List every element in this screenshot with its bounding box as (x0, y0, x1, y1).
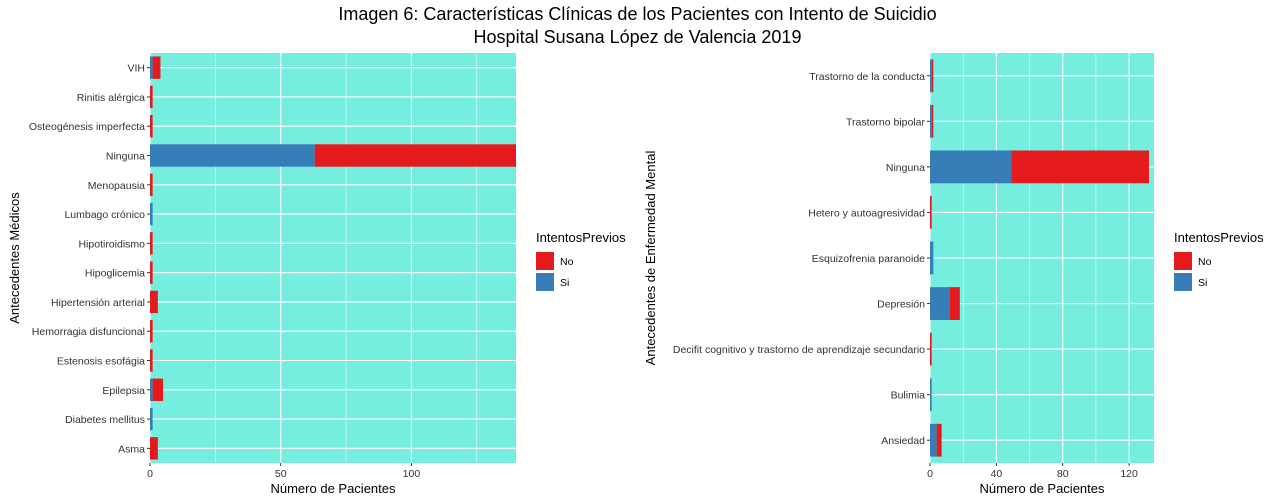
bar-si (150, 144, 315, 167)
bar-no (152, 378, 164, 401)
y-tick-label: VIH (127, 63, 145, 75)
bar-si (150, 56, 153, 79)
y-tick-label: Hipotiroidismo (78, 238, 145, 250)
bar-si (930, 104, 932, 138)
legend-label-no: No (560, 256, 574, 268)
y-axis-title: Antecedentes de Enfermedad Mental (643, 151, 658, 366)
y-tick-label: Lumbago crónico (64, 209, 145, 221)
bar-no (150, 232, 153, 255)
y-tick-label: Menopausia (88, 180, 145, 192)
bar-si (150, 378, 153, 401)
y-tick-label: Epilepsia (102, 385, 145, 397)
y-tick-label: Hemorragia disfuncional (32, 326, 145, 338)
bar-si (930, 287, 950, 320)
y-tick-label: Depresión (877, 299, 925, 311)
y-tick-label: Rinitis alérgica (77, 92, 145, 104)
x-axis-title: Número de Pacientes (270, 481, 396, 496)
legend-key-si (1174, 273, 1192, 291)
y-tick-label: Hipoglicemia (85, 268, 145, 280)
bar-si (930, 241, 934, 275)
bar-no (150, 85, 153, 109)
x-tick-label: 100 (403, 468, 421, 480)
x-axis-title: Número de Pacientes (979, 481, 1105, 496)
bar-no (150, 173, 153, 196)
bar-si (930, 378, 932, 412)
y-tick-label: Ansiedad (881, 435, 925, 447)
bar-si (150, 202, 153, 226)
legend-key-no (1174, 252, 1192, 270)
y-tick-label: Hipertensión arterial (51, 297, 145, 309)
y-axis-title: Antecedentes Médicos (7, 192, 22, 324)
bar-no (150, 437, 158, 460)
y-tick-label: Trastorno de la conducta (809, 71, 925, 83)
y-tick-label: Esquizofrenia paranoide (812, 253, 925, 265)
bar-si (930, 150, 1012, 184)
bar-no (949, 287, 960, 320)
bar-no (930, 196, 932, 229)
x-tick-label: 0 (927, 468, 933, 480)
bar-no (150, 320, 153, 343)
legend-title: IntentosPrevios (1174, 230, 1264, 245)
bar-no (931, 59, 934, 93)
bar-si (930, 59, 932, 93)
bar-no (930, 332, 932, 366)
x-tick-label: 50 (275, 468, 287, 480)
x-tick-label: 120 (1120, 468, 1138, 480)
bar-si (930, 423, 937, 457)
y-tick-label: Osteogénesis imperfecta (29, 121, 145, 133)
y-tick-label: Ninguna (106, 151, 145, 163)
y-tick-label: Asma (118, 443, 145, 455)
y-tick-label: Decifit cognitivo y trastorno de aprendi… (673, 344, 925, 356)
bar-no (150, 290, 158, 314)
y-tick-label: Hetero y autoagresividad (808, 207, 925, 219)
x-tick-label: 80 (1057, 468, 1069, 480)
bar-si (150, 407, 153, 431)
bar-no (936, 423, 942, 457)
chart-subtitle: Hospital Susana López de Valencia 2019 (473, 27, 802, 47)
y-tick-label: Diabetes mellitus (65, 414, 145, 426)
bar-no (152, 56, 161, 79)
bar-no (931, 104, 934, 138)
y-tick-label: Bulimia (891, 390, 926, 402)
y-tick-label: Trastorno bipolar (846, 116, 925, 128)
legend-title: IntentosPrevios (536, 230, 626, 245)
bar-no (314, 144, 516, 167)
legend-key-no (536, 252, 554, 270)
bar-no (150, 115, 153, 138)
x-tick-label: 0 (147, 468, 153, 480)
legend-label-si: Si (1198, 277, 1207, 289)
bar-no (150, 349, 153, 372)
x-tick-label: 40 (991, 468, 1003, 480)
plot-panel (150, 53, 516, 463)
legend-label-si: Si (560, 277, 569, 289)
bar-no (1011, 150, 1150, 184)
bar-no (150, 261, 153, 284)
chart-title: Imagen 6: Características Clínicas de lo… (338, 4, 937, 24)
legend-key-si (536, 273, 554, 291)
legend-label-no: No (1198, 256, 1212, 268)
y-tick-label: Estenosis esofágia (57, 356, 145, 368)
y-tick-label: Ninguna (886, 162, 925, 174)
